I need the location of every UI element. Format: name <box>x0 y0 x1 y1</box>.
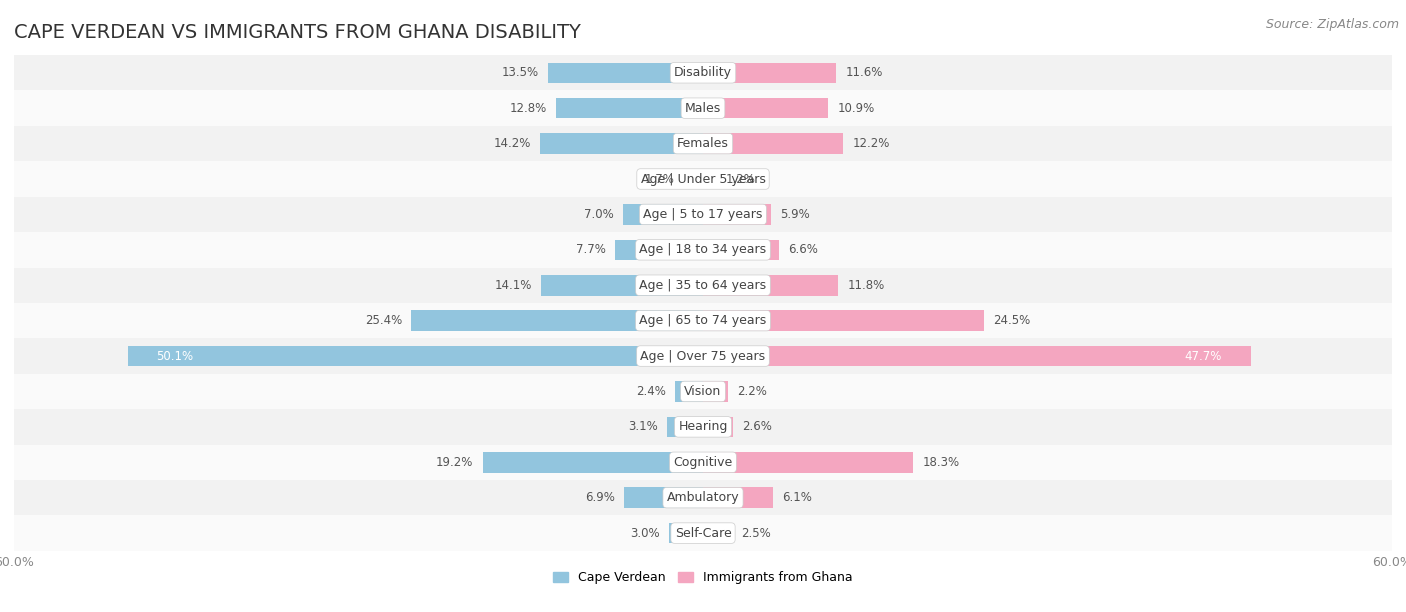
Text: 3.0%: 3.0% <box>630 526 659 540</box>
Text: 6.6%: 6.6% <box>787 244 818 256</box>
Bar <box>14 232 1392 267</box>
Text: 1.2%: 1.2% <box>725 173 756 185</box>
Bar <box>703 98 828 119</box>
Text: Cognitive: Cognitive <box>673 456 733 469</box>
Bar <box>623 204 703 225</box>
Bar <box>14 55 1392 91</box>
Text: 50.1%: 50.1% <box>156 349 194 362</box>
Text: 2.6%: 2.6% <box>742 420 772 433</box>
Text: 6.1%: 6.1% <box>782 491 813 504</box>
Bar <box>675 381 703 401</box>
Bar <box>14 162 1392 196</box>
Text: 7.0%: 7.0% <box>583 208 613 221</box>
Bar <box>669 523 703 543</box>
Text: 13.5%: 13.5% <box>502 66 538 80</box>
Text: Age | Under 5 years: Age | Under 5 years <box>641 173 765 185</box>
Bar <box>14 338 1392 374</box>
Bar <box>703 239 779 260</box>
Text: Age | 35 to 64 years: Age | 35 to 64 years <box>640 278 766 292</box>
Text: Disability: Disability <box>673 66 733 80</box>
Bar <box>541 275 703 296</box>
Text: Hearing: Hearing <box>678 420 728 433</box>
Text: 14.1%: 14.1% <box>495 278 531 292</box>
Bar <box>703 346 1251 367</box>
Bar <box>14 374 1392 409</box>
Bar <box>703 275 838 296</box>
Bar <box>703 452 912 472</box>
Text: 2.4%: 2.4% <box>637 385 666 398</box>
Text: 11.6%: 11.6% <box>845 66 883 80</box>
Bar <box>703 310 984 331</box>
Bar <box>624 487 703 508</box>
Bar <box>128 346 703 367</box>
Text: 1.7%: 1.7% <box>644 173 675 185</box>
Bar <box>555 98 703 119</box>
Bar <box>412 310 703 331</box>
Text: Males: Males <box>685 102 721 114</box>
Bar <box>14 480 1392 515</box>
Text: 25.4%: 25.4% <box>366 314 402 327</box>
Text: 18.3%: 18.3% <box>922 456 959 469</box>
Bar <box>548 62 703 83</box>
Text: 2.2%: 2.2% <box>738 385 768 398</box>
Bar <box>703 487 773 508</box>
Text: 11.8%: 11.8% <box>848 278 884 292</box>
Bar <box>14 303 1392 338</box>
Text: Vision: Vision <box>685 385 721 398</box>
Text: 6.9%: 6.9% <box>585 491 614 504</box>
Bar <box>703 381 728 401</box>
Bar <box>703 417 733 437</box>
Bar <box>14 267 1392 303</box>
Text: CAPE VERDEAN VS IMMIGRANTS FROM GHANA DISABILITY: CAPE VERDEAN VS IMMIGRANTS FROM GHANA DI… <box>14 23 581 42</box>
Text: 7.7%: 7.7% <box>575 244 606 256</box>
Bar <box>683 169 703 189</box>
Bar <box>14 444 1392 480</box>
Text: Age | Over 75 years: Age | Over 75 years <box>641 349 765 362</box>
Bar <box>14 515 1392 551</box>
Text: 5.9%: 5.9% <box>780 208 810 221</box>
Bar <box>703 133 844 154</box>
Text: Age | 65 to 74 years: Age | 65 to 74 years <box>640 314 766 327</box>
Legend: Cape Verdean, Immigrants from Ghana: Cape Verdean, Immigrants from Ghana <box>548 566 858 589</box>
Bar <box>703 169 717 189</box>
Bar <box>482 452 703 472</box>
Bar <box>668 417 703 437</box>
Bar <box>14 91 1392 126</box>
Text: Females: Females <box>678 137 728 150</box>
Text: 10.9%: 10.9% <box>838 102 875 114</box>
Text: 12.2%: 12.2% <box>852 137 890 150</box>
Bar <box>703 204 770 225</box>
Text: Age | 18 to 34 years: Age | 18 to 34 years <box>640 244 766 256</box>
Bar <box>14 196 1392 232</box>
Text: 3.1%: 3.1% <box>628 420 658 433</box>
Bar <box>703 523 731 543</box>
Text: 24.5%: 24.5% <box>994 314 1031 327</box>
Text: 14.2%: 14.2% <box>494 137 531 150</box>
Bar <box>14 126 1392 162</box>
Bar <box>614 239 703 260</box>
Text: 19.2%: 19.2% <box>436 456 474 469</box>
Text: Age | 5 to 17 years: Age | 5 to 17 years <box>644 208 762 221</box>
Text: Ambulatory: Ambulatory <box>666 491 740 504</box>
Bar <box>540 133 703 154</box>
Text: 2.5%: 2.5% <box>741 526 770 540</box>
Text: Source: ZipAtlas.com: Source: ZipAtlas.com <box>1265 18 1399 31</box>
Text: Self-Care: Self-Care <box>675 526 731 540</box>
Bar <box>14 409 1392 444</box>
Bar <box>703 62 837 83</box>
Text: 12.8%: 12.8% <box>509 102 547 114</box>
Text: 47.7%: 47.7% <box>1185 349 1222 362</box>
